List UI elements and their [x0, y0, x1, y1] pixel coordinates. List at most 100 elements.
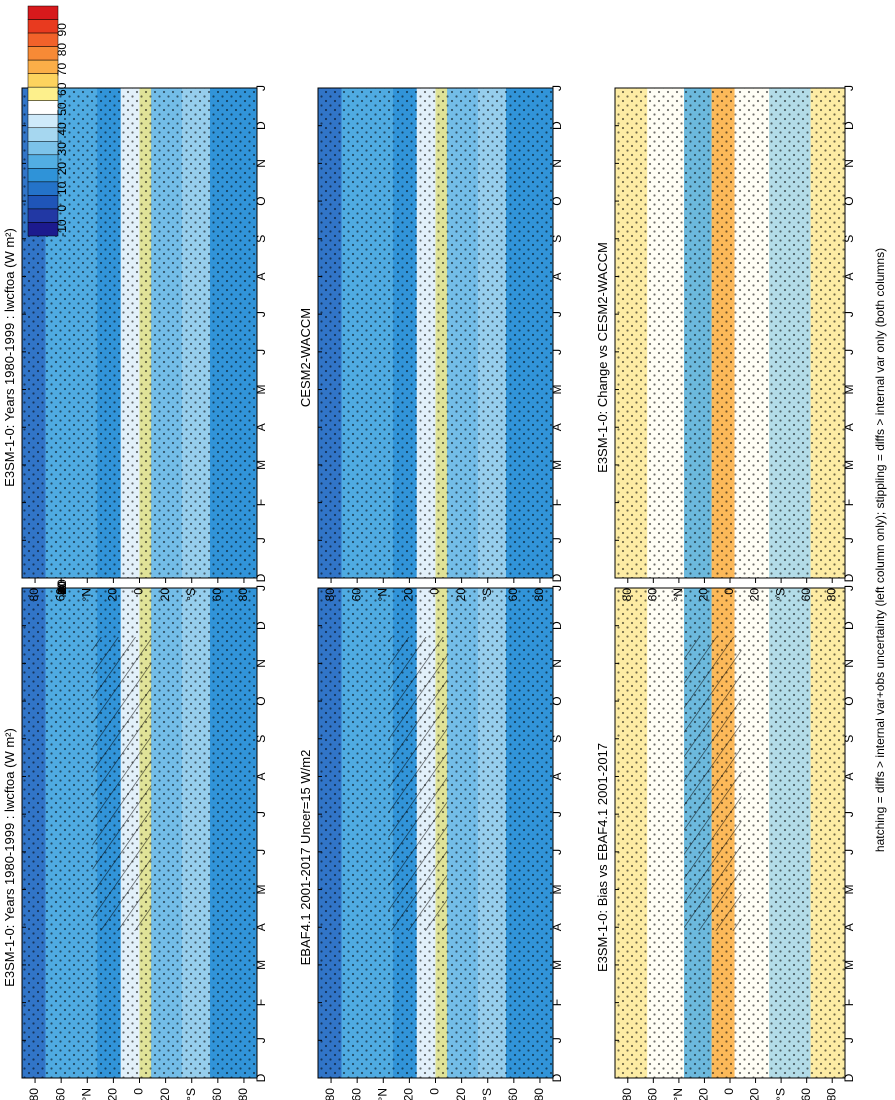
time-tick-label: A — [254, 423, 268, 431]
time-tick-label: A — [842, 923, 856, 931]
time-tick-label: A — [254, 272, 268, 280]
time-tick-label: J — [254, 85, 268, 91]
time-tick-label: S — [254, 235, 268, 243]
lat-tick-label: 20 — [402, 1088, 416, 1100]
time-tick-label: N — [254, 159, 268, 168]
colorbar-label: 50 — [55, 581, 69, 595]
lat-tick-label: 0 — [722, 588, 736, 595]
panel-right-bottom: 80 60 °N 20 0 20 °S 60 80DJFMAMJJASONDJE3SM-1-0:… — [595, 85, 856, 601]
panel-title: EBAF4.1 2001-2017 Uncer=15 W/m2 — [298, 750, 313, 966]
time-tick-label: M — [550, 960, 564, 970]
lat-tick-label: °N — [671, 1088, 685, 1100]
colorbar-swatch — [27, 32, 59, 47]
colorbar-label: 10 — [55, 581, 69, 595]
time-tick-label: A — [842, 772, 856, 780]
panel-left-middle: 80 60 °N 20 0 20 °S 60 80 D J F M A M J J A S O N D J EBAF4.1 2… — [298, 585, 564, 1100]
lat-tick-label: 60 — [349, 588, 363, 602]
lat-tick-label: 20 — [748, 1088, 762, 1100]
time-tick-label: J — [254, 537, 268, 543]
colorbar-swatch — [27, 168, 59, 183]
lat-tick-label: 20 — [158, 1088, 172, 1100]
time-tick-label: N — [842, 159, 856, 168]
lat-tick-label: 60 — [506, 588, 520, 602]
time-tick-label: J — [842, 349, 856, 355]
colorbar-swatch — [27, 127, 59, 142]
time-tick-label: N — [842, 659, 856, 668]
colorbar-label: 90 — [55, 581, 69, 595]
stippling — [22, 88, 257, 578]
lat-tick-label: 20 — [697, 1088, 711, 1100]
lat-tick-label: 60 — [646, 1088, 660, 1100]
time-tick-label: D — [550, 1073, 564, 1082]
time-tick-label: M — [842, 960, 856, 970]
colorbar-swatch — [27, 5, 59, 20]
lat-tick-label: °N — [79, 1088, 93, 1100]
time-tick-label: M — [842, 885, 856, 895]
time-tick-label: J — [550, 537, 564, 543]
panel-title: E3SM-1-0: Bias vs EBAF4.1 2001-2017 — [595, 743, 610, 972]
lat-tick-label: 60 — [646, 588, 660, 602]
colorbar-label: 30 — [55, 581, 69, 595]
lat-tick-label: °S — [480, 1088, 494, 1100]
time-tick-label: D — [842, 573, 856, 582]
colorbar-label: 40 — [55, 122, 69, 136]
lat-tick-label: 60 — [349, 1088, 363, 1100]
colorbar-swatch — [27, 181, 59, 196]
time-tick-label: F — [550, 499, 564, 506]
time-tick-label: J — [842, 311, 856, 317]
lat-tick-label: 0 — [428, 588, 442, 595]
colorbar-label: 40 — [55, 581, 69, 595]
time-tick-label: D — [254, 121, 268, 130]
time-tick-label: D — [550, 621, 564, 630]
time-tick-label: A — [550, 923, 564, 931]
time-tick-label: J — [842, 811, 856, 817]
time-tick-label: M — [550, 885, 564, 895]
time-tick-label: J — [254, 585, 268, 591]
panel-layer: 80 60 °N 20 0 20 °S 60 80DJFMAMJJASONDJE3SM-1-0:… — [2, 85, 856, 1100]
time-tick-label: S — [550, 735, 564, 743]
time-tick-label: O — [254, 196, 268, 205]
time-tick-label: D — [842, 1073, 856, 1082]
colorbar-swatch — [27, 113, 59, 129]
stippling — [318, 88, 553, 578]
lat-tick-label: 60 — [53, 588, 67, 602]
lat-tick-label: 80 — [824, 1088, 838, 1100]
colorbar-label: 50 — [55, 102, 69, 116]
colorbar-layer: 9080706050403020100-10908070605040302010… — [27, 5, 69, 597]
panel-title: E3SM-1-0: Years 1980-1999 : lwcftoa (W m… — [2, 728, 17, 987]
lat-tick-label: °N — [79, 588, 93, 601]
lat-tick-label: 80 — [824, 588, 838, 602]
hatching — [684, 637, 742, 931]
figure-caption: hatching = diffs > internal var+obs unce… — [873, 248, 887, 852]
colorbar-label: 10 — [55, 181, 69, 195]
time-tick-label: A — [550, 772, 564, 780]
panel-title: CESM2-WACCM — [298, 308, 313, 407]
time-tick-label: J — [254, 811, 268, 817]
lat-tick-label: °S — [480, 588, 494, 601]
colorbar-swatch — [27, 46, 59, 61]
lat-tick-label: 0 — [722, 1088, 736, 1095]
colorbar-label: 70 — [55, 581, 69, 595]
lat-tick-label: 60 — [799, 588, 813, 602]
time-tick-label: M — [842, 385, 856, 395]
colorbar-label: 90 — [55, 23, 69, 37]
lat-tick-label: 60 — [799, 1088, 813, 1100]
time-tick-label: J — [842, 585, 856, 591]
time-tick-label: M — [550, 460, 564, 470]
panel-right-middle: 80 60 °N 20 0 20 °S 60 80DJFMAMJJASONDJCESM2-WAC… — [298, 85, 564, 601]
time-tick-label: A — [254, 923, 268, 931]
lat-tick-label: 80 — [620, 588, 634, 602]
time-tick-label: J — [254, 1037, 268, 1043]
time-tick-label: M — [254, 460, 268, 470]
time-tick-label: J — [254, 311, 268, 317]
lat-tick-label: 60 — [506, 1088, 520, 1100]
lat-tick-label: °N — [375, 1088, 389, 1100]
colorbar-swatch — [27, 100, 59, 115]
colorbar-swatch — [27, 59, 59, 74]
time-tick-label: N — [550, 659, 564, 668]
lat-tick-label: °S — [184, 588, 198, 601]
lat-tick-label: °N — [671, 588, 685, 601]
lat-tick-label: 80 — [323, 1088, 337, 1100]
panel-right-top: 80 60 °N 20 0 20 °S 60 80DJFMAMJJASONDJE3SM-1-0:… — [2, 85, 268, 601]
